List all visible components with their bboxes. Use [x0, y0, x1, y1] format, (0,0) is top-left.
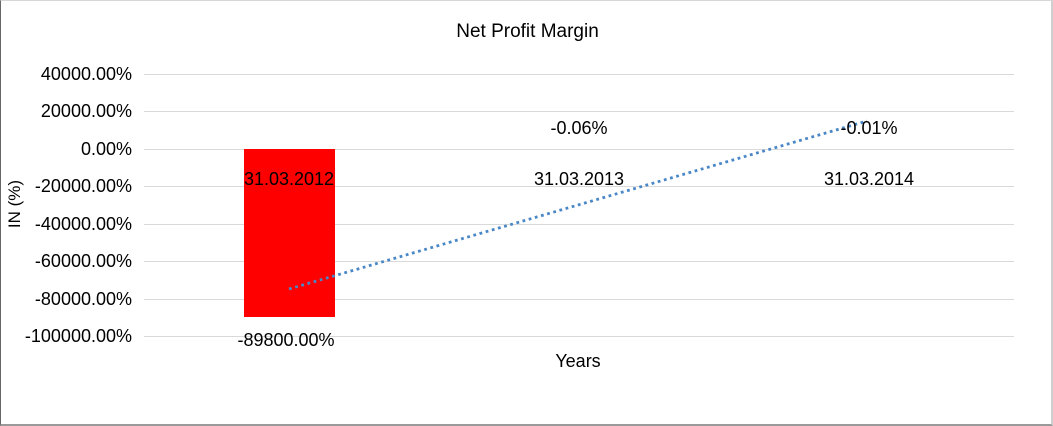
- data-label-2013: -0.06%: [550, 118, 608, 138]
- gridline: [144, 74, 1014, 75]
- x-axis-title: Years: [555, 351, 601, 371]
- y-axis-title: IN (%): [5, 179, 24, 229]
- data-label-2012: -89800.00%: [237, 330, 335, 350]
- category-label-2013: 31.03.2013: [533, 169, 625, 189]
- gridline: [144, 336, 1014, 337]
- chart-title: Net Profit Margin: [456, 21, 599, 42]
- y-tick-label: 20000.00%: [40, 101, 132, 121]
- y-tick-label: -20000.00%: [34, 176, 132, 196]
- y-tick-label: 40000.00%: [40, 64, 132, 84]
- gridline: [144, 299, 1014, 300]
- y-tick-label: -60000.00%: [34, 251, 132, 271]
- y-tick-label: 0.00%: [80, 139, 132, 159]
- data-label-2014: -0.01%: [840, 118, 898, 138]
- category-label-2014: 31.03.2014: [823, 169, 915, 189]
- y-tick-label: -40000.00%: [34, 214, 132, 234]
- y-tick-label: -80000.00%: [34, 289, 132, 309]
- trendline-path: [288, 119, 868, 291]
- category-label-2012: 31.03.2012: [243, 169, 335, 189]
- gridline: [144, 111, 1014, 112]
- y-tick-label: -100000.00%: [24, 326, 132, 346]
